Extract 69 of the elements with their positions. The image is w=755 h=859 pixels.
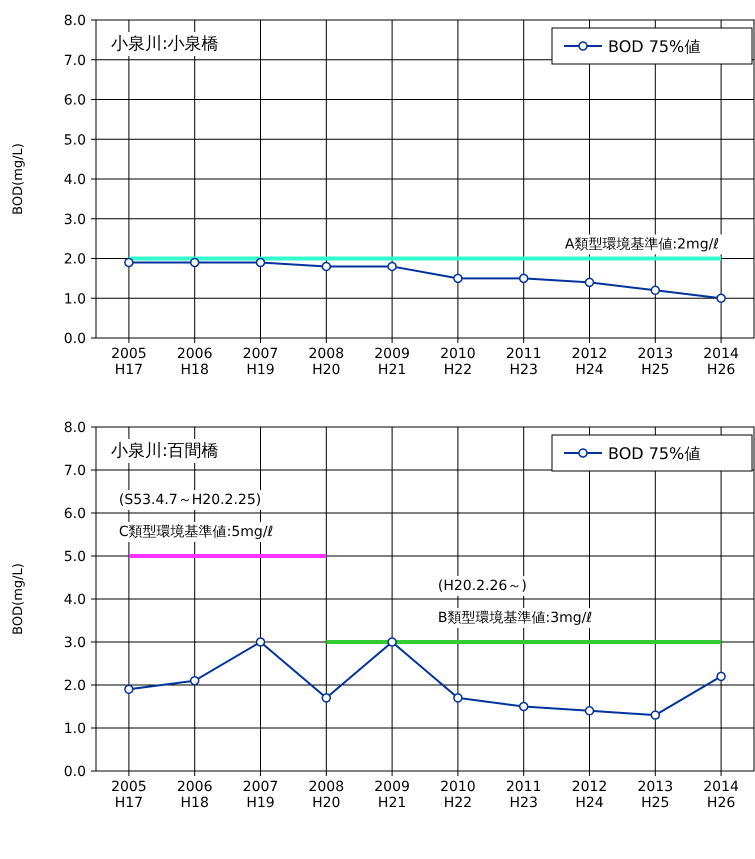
y-tick-label: 6.0 [64,92,86,108]
x-tick-label: 2013 H25 [636,779,674,811]
y-tick-label: 8.0 [64,420,86,436]
y-axis-title: BOD(mg/L) [11,143,26,215]
x-tick-label: 2009 H21 [373,779,411,811]
x-tick-label: 2007 H19 [242,346,280,378]
point [453,274,463,284]
x-tick-label: 2007 H19 [242,779,280,811]
y-tick-label: 0.0 [64,331,86,347]
y-tick-label: 2.0 [64,678,86,694]
point [124,258,134,268]
x-tick-label: 2011 H23 [504,346,542,378]
point [124,684,134,694]
y-tick-label: 7.0 [64,52,86,69]
x-tick-label: 2006 H18 [176,346,214,378]
point [190,676,200,686]
y-tick-label: 1.0 [64,721,86,737]
point [256,258,266,268]
x-tick-label: 2014 H26 [702,346,740,378]
x-tick-label: 2012 H24 [570,779,608,811]
legend-label: BOD 75%値 [608,444,700,463]
y-tick-label: 1.0 [64,291,86,308]
y-tick-label: 2.0 [64,252,86,268]
point [322,262,332,272]
text: 小泉川:百間橋 [111,441,219,461]
point [387,637,397,647]
point [650,286,660,296]
text: 小泉川:小泉橋 [111,34,219,54]
point [584,278,594,288]
y-tick-label: 8.0 [64,13,86,29]
x-tick-label: 2008 H20 [307,779,346,811]
y-tick-label: 4.0 [64,592,86,608]
y-axis-title: BOD(mg/L) [11,563,26,635]
point [716,672,726,682]
x-tick-label: 2008 H20 [307,346,346,378]
x-tick-label: 2014 H26 [702,779,740,811]
point [190,258,200,268]
x-tick-label: 2013 H25 [636,346,674,378]
ref-line-label: A類型環境基準値:2mg/ℓ [564,236,720,252]
x-tick-label: 2006 H18 [176,779,214,811]
point [716,294,726,303]
y-tick-label: 3.0 [64,212,86,228]
x-tick-label: 2005 H17 [110,346,148,378]
y-tick-label: 5.0 [64,132,86,148]
x-tick-label: 2005 H17 [110,779,148,811]
y-tick-label: 6.0 [64,506,86,522]
y-tick-label: 5.0 [64,549,86,565]
point [518,274,528,284]
point [518,702,528,712]
point [650,710,660,720]
y-tick-label: 7.0 [64,463,86,479]
annotation: (S53.4.7～H20.2.25) [118,492,262,508]
y-tick-label: 0.0 [64,764,86,780]
x-tick-label: 2009 H21 [373,346,411,378]
point [453,693,463,703]
x-tick-label: 2011 H23 [504,779,542,811]
point [322,693,332,703]
point [584,706,594,716]
y-tick-label: 3.0 [64,635,86,651]
annotation: (H20.2.26～) [438,578,527,594]
x-tick-label: 2010 H22 [439,346,477,378]
x-tick-label: 2012 H24 [570,346,608,378]
legend-label: BOD 75%値 [608,37,700,56]
annotation: B類型環境基準値:3mg/ℓ [438,610,592,626]
y-tick-label: 4.0 [64,172,86,188]
point [256,637,266,647]
point [387,262,397,272]
annotation: C類型環境基準値:5mg/ℓ [118,524,274,540]
x-tick-label: 2010 H22 [439,779,477,811]
